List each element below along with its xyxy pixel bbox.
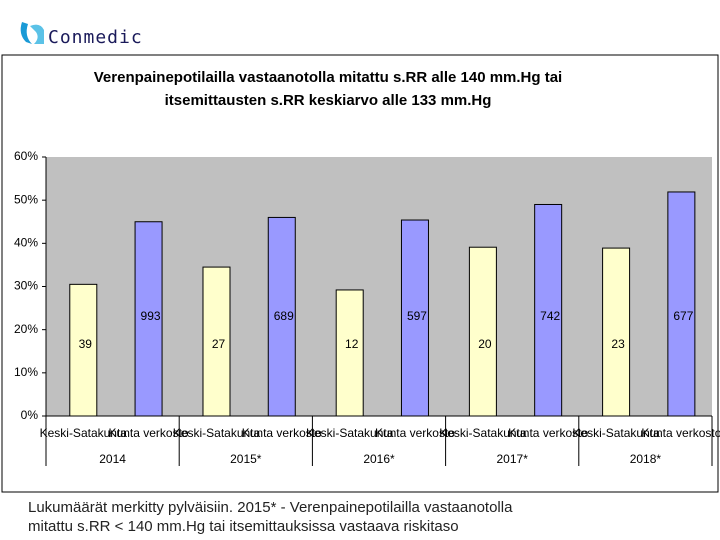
bar-count-label: 597 [407, 309, 427, 323]
x-tick-label: Keski-Satakunta [572, 426, 660, 440]
x-tick-label: Keski-Satakunta [40, 426, 128, 440]
bar-count-label: 677 [673, 309, 693, 323]
y-tick-label: 60% [14, 149, 38, 163]
x-group-label: 2015* [230, 452, 262, 466]
x-tick-label: Kunta verkosto [242, 426, 322, 440]
bar [667, 191, 696, 417]
chart-title: itsemittausten s.RR keskiarvo alle 133 m… [165, 92, 492, 109]
x-tick-label: Kunta verkosto [375, 426, 455, 440]
bar-count-label: 742 [540, 309, 560, 323]
x-group-label: 2016* [363, 452, 395, 466]
x-tick-label: Keski-Satakunta [439, 426, 527, 440]
bar-count-label: 993 [141, 309, 161, 323]
x-group-label: 2018* [630, 452, 662, 466]
bar [202, 266, 231, 417]
footnote: mitattu s.RR < 140 mm.Hg tai itsemittauk… [28, 518, 459, 535]
bar [400, 219, 429, 417]
bar [335, 289, 364, 417]
x-tick-label: Kunta verkosto [109, 426, 189, 440]
y-tick-label: 10% [14, 365, 38, 379]
logo-icon [20, 22, 44, 44]
y-tick-label: 50% [14, 192, 38, 206]
bar-count-label: 12 [345, 337, 359, 351]
x-tick-label: Keski-Satakunta [173, 426, 261, 440]
x-tick-label: Kunta verkosto [641, 426, 720, 440]
x-tick-label: Kunta verkosto [508, 426, 588, 440]
y-tick-label: 30% [14, 279, 38, 293]
footnote: Lukumäärät merkitty pylväisiin. 2015* - … [28, 499, 513, 516]
bar [69, 283, 98, 417]
bar [267, 216, 296, 417]
y-tick-label: 0% [21, 408, 39, 422]
bar-count-label: 689 [274, 309, 294, 323]
x-tick-label: Keski-Satakunta [306, 426, 394, 440]
chart-title: Verenpainepotilailla vastaanotolla mitat… [94, 69, 562, 86]
bar-count-label: 23 [611, 337, 625, 351]
logo-text: Conmedic [48, 27, 143, 48]
bar [134, 221, 163, 417]
bar-count-label: 20 [478, 337, 492, 351]
bar [534, 203, 563, 417]
x-group-label: 2017* [497, 452, 529, 466]
y-tick-label: 40% [14, 236, 38, 250]
y-tick-label: 20% [14, 322, 38, 336]
x-group-label: 2014 [99, 452, 126, 466]
bar-count-label: 39 [79, 337, 93, 351]
bar [602, 247, 631, 417]
bar-count-label: 27 [212, 337, 226, 351]
bar [468, 246, 497, 417]
